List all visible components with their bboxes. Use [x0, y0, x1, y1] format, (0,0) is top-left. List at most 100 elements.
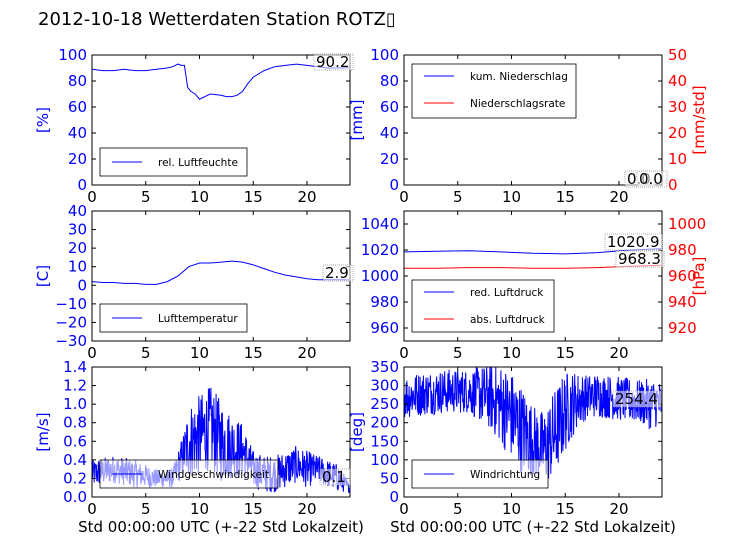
plot-frame — [403, 366, 663, 498]
x-tick-label: 15 — [244, 188, 263, 206]
y-tick-label: 40 — [68, 202, 87, 220]
x-tick-label: 10 — [502, 188, 521, 206]
x-tick-label: 15 — [556, 344, 575, 362]
y-tick-label: 0.8 — [63, 414, 87, 432]
x-tick-label: 20 — [297, 344, 316, 362]
y-tick-label: 0.2 — [63, 469, 87, 487]
plot-frame — [91, 366, 351, 498]
y-right-tick-label: 20 — [668, 124, 687, 142]
x-tick-label: 5 — [141, 188, 151, 206]
y-right-tick-label: 980 — [668, 241, 697, 259]
y-axis-right-label: [hPa] — [690, 257, 708, 296]
y-tick-label: 20 — [68, 239, 87, 257]
y-tick-label: 1.4 — [63, 358, 87, 376]
subplot-3: 0 5 10 15 20−30−20−10010203040[C]Lufttempera… — [34, 202, 354, 362]
x-tick-label: 0 — [399, 500, 409, 518]
x-tick-label: 20 — [297, 500, 316, 518]
y-tick-label: −30 — [55, 332, 87, 350]
y-tick-label: 0.0 — [63, 488, 87, 506]
legend-label: Windgeschwindigkeit — [158, 469, 269, 481]
legend-label: kum. Niederschlag — [470, 71, 568, 83]
y-tick-label: 250 — [370, 395, 399, 413]
callout-box — [615, 250, 665, 268]
callout-value: 0.0 — [639, 170, 663, 188]
y-tick-label: 960 — [370, 319, 399, 337]
y-tick-label: 20 — [68, 150, 87, 168]
series-line-1 — [404, 248, 661, 255]
callout-box — [636, 170, 668, 188]
subplot-2: 0 5 10 15 20 0 20 40 60 80 100 0 10 20 30 40 50 [mm/std] [… — [348, 46, 708, 206]
legend-label: Windrichtung — [470, 469, 540, 481]
y-tick-label: 1.2 — [63, 377, 87, 395]
y-right-tick-label: 1000 — [668, 215, 706, 233]
x-tick-label: 15 — [556, 188, 575, 206]
y-tick-label: 1040 — [361, 215, 399, 233]
y-tick-label: 20 — [380, 150, 399, 168]
y-right-tick-label: 50 — [668, 46, 687, 64]
x-tick-label: 15 — [244, 344, 263, 362]
x-tick-label: 5 — [141, 500, 151, 518]
legend-label: Niederschlagsrate — [470, 98, 565, 110]
callout-value: 254.4 — [615, 390, 658, 408]
x-tick-label: 5 — [453, 188, 463, 206]
callout-box — [604, 233, 663, 251]
plot-frame — [403, 54, 663, 186]
callout-box — [319, 468, 351, 486]
x-tick-label: 10 — [190, 188, 209, 206]
y-tick-label: 80 — [380, 72, 399, 90]
y-tick-label: 0 — [389, 176, 399, 194]
x-tick-label: 15 — [556, 500, 575, 518]
y-tick-label: 0.4 — [63, 451, 87, 469]
callout-value: 90.2 — [316, 53, 349, 71]
y-axis-label: [%] — [34, 107, 52, 133]
legend: red. Luftdruck abs. Luftdruck — [411, 279, 555, 333]
y-tick-label: 60 — [68, 98, 87, 116]
plot-frame — [91, 54, 351, 186]
y-tick-label: 1.0 — [63, 395, 87, 413]
legend: Windgeschwindigkeit — [99, 459, 279, 489]
callout-value: 2.9 — [325, 264, 349, 282]
y-tick-label: −10 — [55, 295, 87, 313]
legend-label: red. Luftdruck — [470, 287, 544, 299]
y-tick-label: −20 — [55, 313, 87, 331]
series-line-1 — [92, 63, 349, 100]
y-right-tick-label: 0 — [668, 176, 678, 194]
legend-label: rel. Luftfeuchte — [158, 157, 238, 169]
callout-value: 0.1 — [322, 468, 346, 486]
x-tick-label: 5 — [453, 344, 463, 362]
figure-title: 2012-10-18 Wetterdaten Station ROTZ▯ — [38, 9, 396, 30]
x-tick-label: 0 — [399, 344, 409, 362]
legend-frame — [411, 63, 577, 119]
y-axis-label: [deg] — [348, 412, 366, 452]
subplot-4: 0 5 10 15 20 960 980 1000 1020 1040 920 940 960 980 10… — [361, 210, 708, 362]
x-tick-label: 20 — [609, 500, 628, 518]
legend: Windrichtung — [411, 459, 549, 489]
callout-box — [322, 264, 354, 282]
x-tick-label: 15 — [244, 500, 263, 518]
y-tick-label: 50 — [380, 469, 399, 487]
x-tick-label: 0 — [399, 188, 409, 206]
x-tick-label: 20 — [609, 188, 628, 206]
legend-label: abs. Luftdruck — [470, 314, 546, 326]
y-tick-label: 980 — [370, 293, 399, 311]
y-tick-label: 350 — [370, 358, 399, 376]
series-line-1 — [404, 367, 662, 479]
y-axis-label: [m/s] — [34, 412, 52, 451]
y-tick-label: 30 — [68, 221, 87, 239]
x-tick-label: 5 — [141, 344, 151, 362]
y-right-tick-label: 940 — [668, 293, 697, 311]
y-axis-right-label: [mm/std] — [690, 85, 708, 154]
x-tick-label: 20 — [297, 188, 316, 206]
y-right-tick-label: 10 — [668, 150, 687, 168]
legend-label: Lufttemperatur — [158, 313, 238, 325]
y-axis-label: [mm] — [348, 100, 366, 141]
x-tick-label: 0 — [87, 188, 97, 206]
x-tick-label: 0 — [87, 500, 97, 518]
y-tick-label: 10 — [68, 258, 87, 276]
legend: rel. Luftfeuchte — [99, 147, 248, 177]
x-tick-label: 10 — [502, 344, 521, 362]
y-tick-label: 200 — [370, 414, 399, 432]
subplot-1: 0 5 10 15 20 0 20 40 60 80 100 [%] rel. Luftfeuchte 9… — [34, 46, 354, 206]
